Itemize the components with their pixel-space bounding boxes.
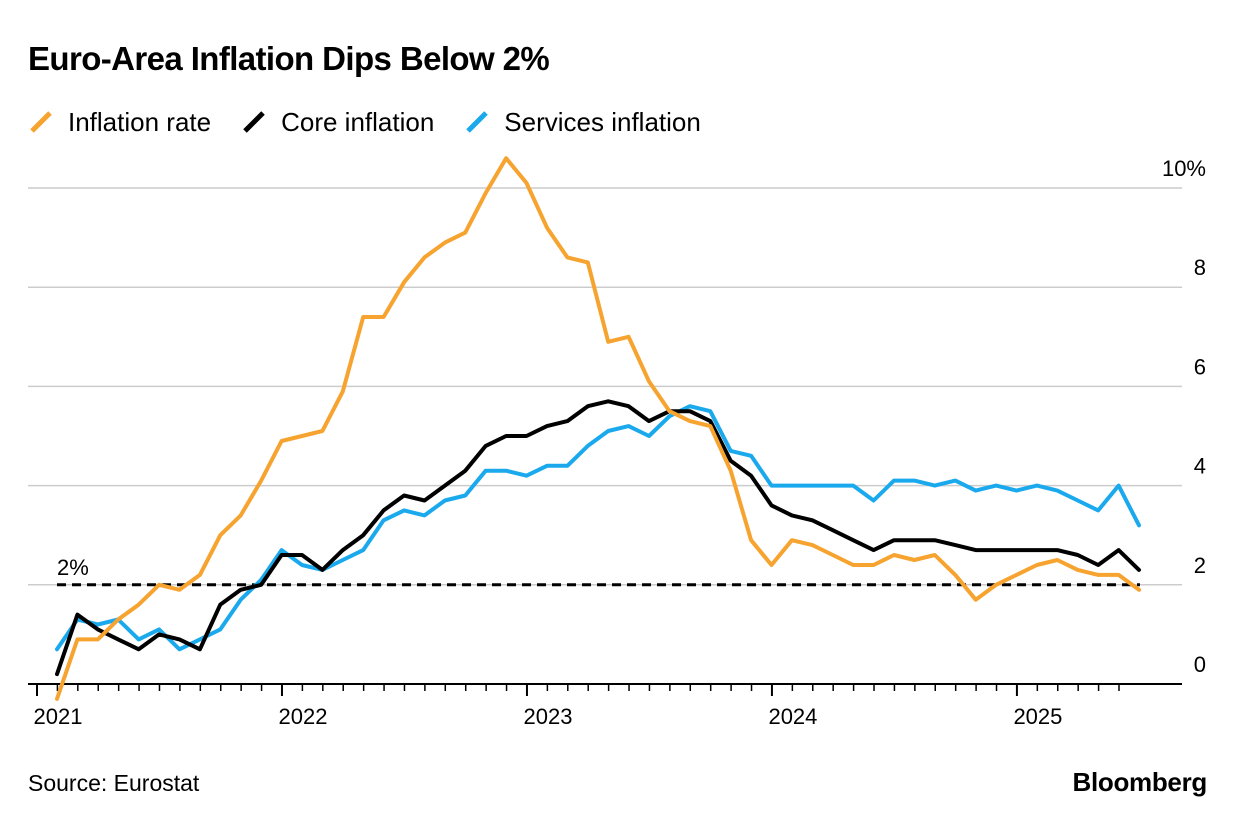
x-tick-label: 2025 xyxy=(1013,704,1062,729)
legend-item-inflation-rate: Inflation rate xyxy=(28,107,211,138)
x-tick-label: 2023 xyxy=(523,704,572,729)
reference-line-label: 2% xyxy=(57,555,89,580)
chart-legend: Inflation rate Core inflation Services inf… xyxy=(28,104,731,140)
legend-swatch-mark xyxy=(30,111,52,133)
legend-label: Services inflation xyxy=(504,106,701,137)
legend-swatch-mark xyxy=(466,111,489,133)
y-tick-label: 4 xyxy=(1194,454,1206,479)
series-line-inflation-rate xyxy=(55,156,1141,701)
legend-label: Core inflation xyxy=(281,106,435,137)
series-line-services-inflation xyxy=(55,404,1141,652)
legend-swatch-core-inflation xyxy=(243,111,265,133)
chart-title: Euro-Area Inflation Dips Below 2% xyxy=(28,40,550,77)
series-line-core-inflation xyxy=(55,399,1141,677)
legend-item-core-inflation: Core inflation xyxy=(241,107,434,138)
y-tick-label: 10% xyxy=(1162,156,1206,181)
source-note: Source: Eurostat xyxy=(28,770,200,796)
legend-swatch-inflation-rate xyxy=(30,111,52,133)
bloomberg-logo: Bloomberg xyxy=(1072,767,1207,797)
legend-label: Inflation rate xyxy=(68,106,212,137)
legend-swatch-services-inflation xyxy=(466,111,489,133)
x-tick-label: 2024 xyxy=(768,704,817,729)
legend-item-services-inflation: Services inflation xyxy=(464,107,701,138)
legend-swatch-mark xyxy=(243,111,265,133)
y-tick-label: 2 xyxy=(1194,553,1206,578)
x-tick-label: 2022 xyxy=(279,704,328,729)
y-tick-label: 8 xyxy=(1194,255,1206,280)
x-tick-label: 2021 xyxy=(34,704,83,729)
y-tick-label: 6 xyxy=(1194,354,1206,379)
y-tick-label: 0 xyxy=(1194,652,1206,677)
